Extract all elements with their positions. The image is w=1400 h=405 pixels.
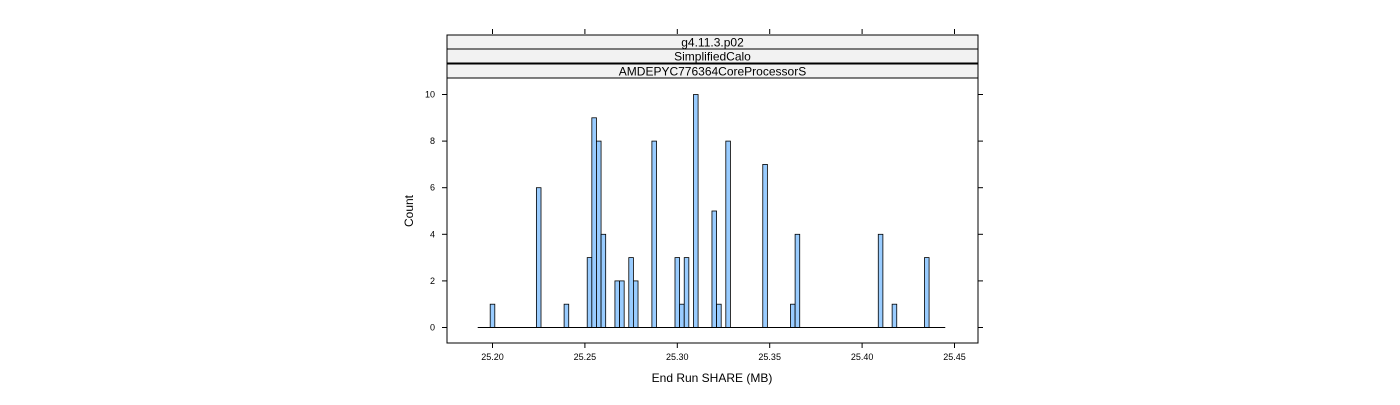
histogram-bar [614, 280, 620, 328]
histogram-bar [535, 187, 542, 328]
histogram-bar [591, 117, 597, 328]
histogram-bar [683, 257, 690, 328]
histogram-bar [651, 140, 657, 328]
histogram-bar [596, 140, 602, 328]
x-tick-label: 25.40 [851, 352, 874, 362]
histogram-bar [628, 257, 634, 328]
x-axis-title: End Run SHARE (MB) [652, 371, 773, 385]
histogram-bar [586, 257, 593, 328]
strip-headers: g4.11.3.p02SimplifiedCaloAMDEPYC776364Co… [446, 34, 979, 79]
x-tick-label: 25.20 [481, 352, 504, 362]
histogram-bar [600, 233, 607, 328]
histogram-bar [619, 280, 625, 328]
y-tick-label: 6 [430, 183, 435, 193]
histogram-bar [674, 257, 681, 328]
x-axis: 25.20 25.25 25.30 25.35 25.40 25.45 [481, 29, 966, 362]
histogram-bar [563, 303, 570, 328]
y-tick-label: 10 [425, 90, 435, 100]
strip-label: SimplifiedCalo [674, 50, 751, 64]
histogram-bar [633, 280, 639, 328]
histogram-bar [794, 233, 801, 328]
histogram-bar [489, 303, 496, 328]
y-tick-label: 8 [430, 136, 435, 146]
y-tick-label: 0 [430, 323, 435, 333]
histogram-bar [891, 303, 898, 328]
histogram-bar [924, 257, 930, 328]
x-tick-label: 25.45 [943, 352, 966, 362]
histogram-bar [679, 303, 685, 328]
y-axis-title: Count [402, 194, 416, 227]
histogram-bar [693, 94, 699, 328]
histogram-bar [762, 163, 768, 328]
y-axis: 0 2 4 6 8 10 [425, 90, 983, 333]
strip-label: g4.11.3.p02 [681, 36, 744, 50]
histogram-bar [725, 140, 731, 328]
histogram-bar [711, 210, 717, 328]
panel-border [446, 77, 979, 344]
strip-label: AMDEPYC776364CoreProcessorS [619, 65, 806, 79]
x-tick-label: 25.25 [574, 352, 597, 362]
x-tick-label: 25.30 [666, 352, 689, 362]
histogram-bar [716, 303, 722, 328]
strip-box [446, 48, 979, 64]
y-tick-label: 4 [430, 229, 435, 239]
histogram-bar [877, 233, 884, 328]
histogram-bar [790, 303, 796, 328]
x-tick-label: 25.35 [758, 352, 781, 362]
y-tick-label: 2 [430, 276, 435, 286]
bars-group [489, 94, 930, 328]
